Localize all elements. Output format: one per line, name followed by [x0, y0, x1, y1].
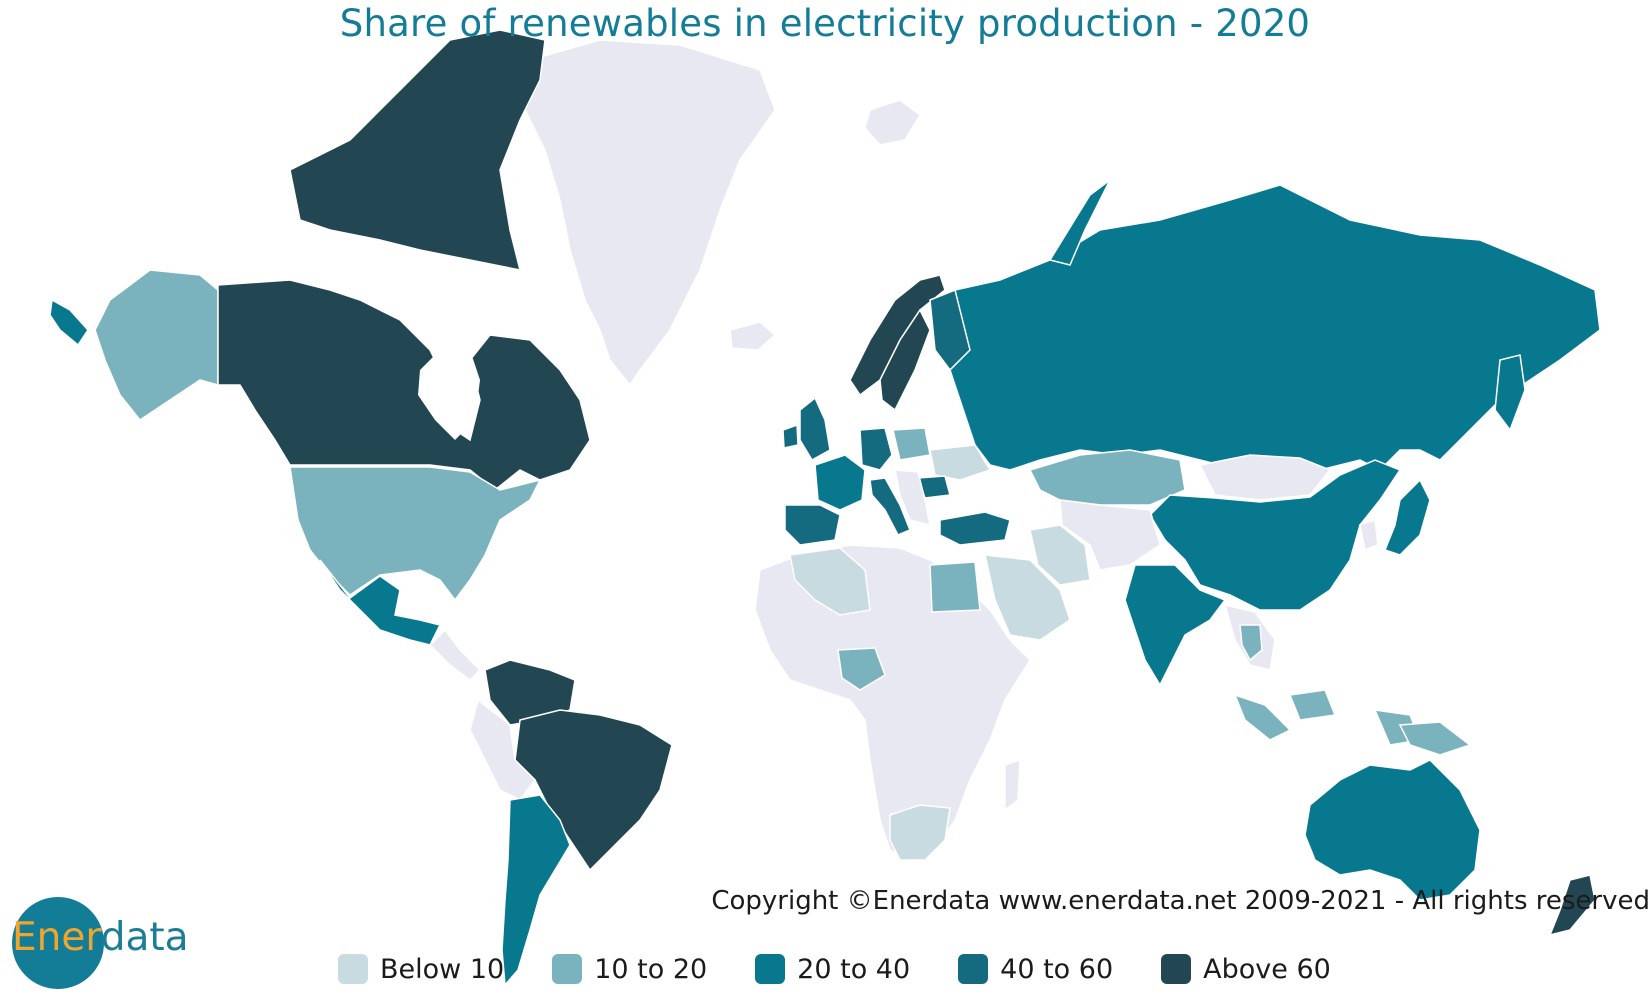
- region-russia[interactable]: [949, 184, 1601, 471]
- region-central-america[interactable]: [428, 628, 482, 681]
- logo-circle: [12, 897, 104, 989]
- region-canada[interactable]: [217, 279, 591, 491]
- region-france[interactable]: [814, 454, 866, 511]
- region-kamchatka[interactable]: [1494, 354, 1526, 432]
- region-australia[interactable]: [1304, 759, 1481, 901]
- region-japan[interactable]: [1384, 478, 1431, 556]
- region-canada-arctic[interactable]: [289, 29, 546, 271]
- region-novaya-zemlya[interactable]: [1048, 179, 1111, 266]
- legend-label: Above 60: [1203, 953, 1331, 985]
- copyright-text: Copyright ©Enerdata www.enerdata.net 200…: [711, 886, 1650, 916]
- legend-swatch: [338, 954, 368, 984]
- region-norway[interactable]: [849, 274, 946, 397]
- legend-label: 10 to 20: [594, 953, 708, 985]
- region-india[interactable]: [1124, 564, 1227, 687]
- region-turkey[interactable]: [939, 511, 1011, 546]
- region-algeria[interactable]: [789, 547, 871, 616]
- region-saudi-arabia[interactable]: [984, 554, 1071, 641]
- region-iran[interactable]: [1029, 524, 1091, 586]
- logo-wordmark-part1: Ener: [12, 915, 101, 960]
- legend-item-above-60[interactable]: Above 60: [1161, 954, 1331, 985]
- region-brazil[interactable]: [514, 709, 673, 872]
- region-korea[interactable]: [1359, 518, 1379, 552]
- region-new-zealand[interactable]: [1548, 874, 1596, 937]
- region-central-asia-rest[interactable]: [1059, 499, 1161, 571]
- region-china[interactable]: [1149, 459, 1402, 611]
- legend-item-below-10[interactable]: Below 10: [338, 954, 504, 985]
- region-aleutians[interactable]: [49, 298, 89, 347]
- region-malaysia-indonesia[interactable]: [1233, 689, 1422, 746]
- region-hudson-bay: [418, 345, 480, 440]
- legend-item-10-to-20[interactable]: 10 to 20: [552, 954, 707, 985]
- region-sweden[interactable]: [879, 308, 931, 412]
- region-kazakhstan[interactable]: [1028, 449, 1186, 506]
- region-egypt[interactable]: [929, 561, 981, 613]
- logo-wordmark-part2: data: [100, 915, 189, 960]
- region-usa[interactable]: [289, 466, 542, 602]
- region-mongolia[interactable]: [1198, 454, 1332, 501]
- region-alaska[interactable]: [94, 269, 219, 422]
- legend-item-40-to-60[interactable]: 40 to 60: [958, 954, 1113, 985]
- region-ukraine[interactable]: [929, 444, 992, 481]
- region-uk[interactable]: [799, 396, 831, 462]
- region-ireland[interactable]: [782, 423, 799, 449]
- region-mexico[interactable]: [319, 559, 442, 646]
- legend-swatch: [1161, 954, 1192, 984]
- map-legend: Below 10 10 to 20 20 to 40 40 to 60 Abov…: [338, 947, 1379, 991]
- legend-swatch: [552, 954, 583, 984]
- region-madagascar[interactable]: [1004, 758, 1021, 812]
- region-balkans[interactable]: [894, 469, 931, 527]
- region-new-guinea[interactable]: [1398, 721, 1472, 756]
- legend-label: 20 to 40: [797, 953, 911, 985]
- legend-swatch: [958, 954, 989, 984]
- logo-wordmark: Enerdata: [12, 915, 189, 960]
- region-germany[interactable]: [859, 427, 893, 471]
- legend-label: 40 to 60: [1000, 953, 1114, 985]
- region-nigeria[interactable]: [837, 647, 886, 691]
- region-poland[interactable]: [892, 427, 931, 461]
- region-argentina-chile[interactable]: [501, 794, 571, 987]
- legend-swatch: [755, 954, 786, 984]
- region-south-africa[interactable]: [889, 804, 951, 861]
- map-title: Share of renewables in electricity produ…: [339, 2, 1311, 45]
- region-venezuela-colombia[interactable]: [484, 659, 576, 726]
- region-italy[interactable]: [869, 477, 911, 536]
- region-greenland[interactable]: [524, 39, 776, 387]
- region-svalbard[interactable]: [864, 99, 921, 146]
- region-africa[interactable]: [754, 544, 1031, 861]
- region-iceland[interactable]: [729, 321, 777, 351]
- region-thailand[interactable]: [1239, 624, 1263, 662]
- legend-label: Below 10: [380, 953, 505, 985]
- region-iberia[interactable]: [784, 504, 841, 546]
- enerdata-logo[interactable]: Enerdata: [12, 893, 212, 993]
- legend-item-20-to-40[interactable]: 20 to 40: [755, 954, 910, 985]
